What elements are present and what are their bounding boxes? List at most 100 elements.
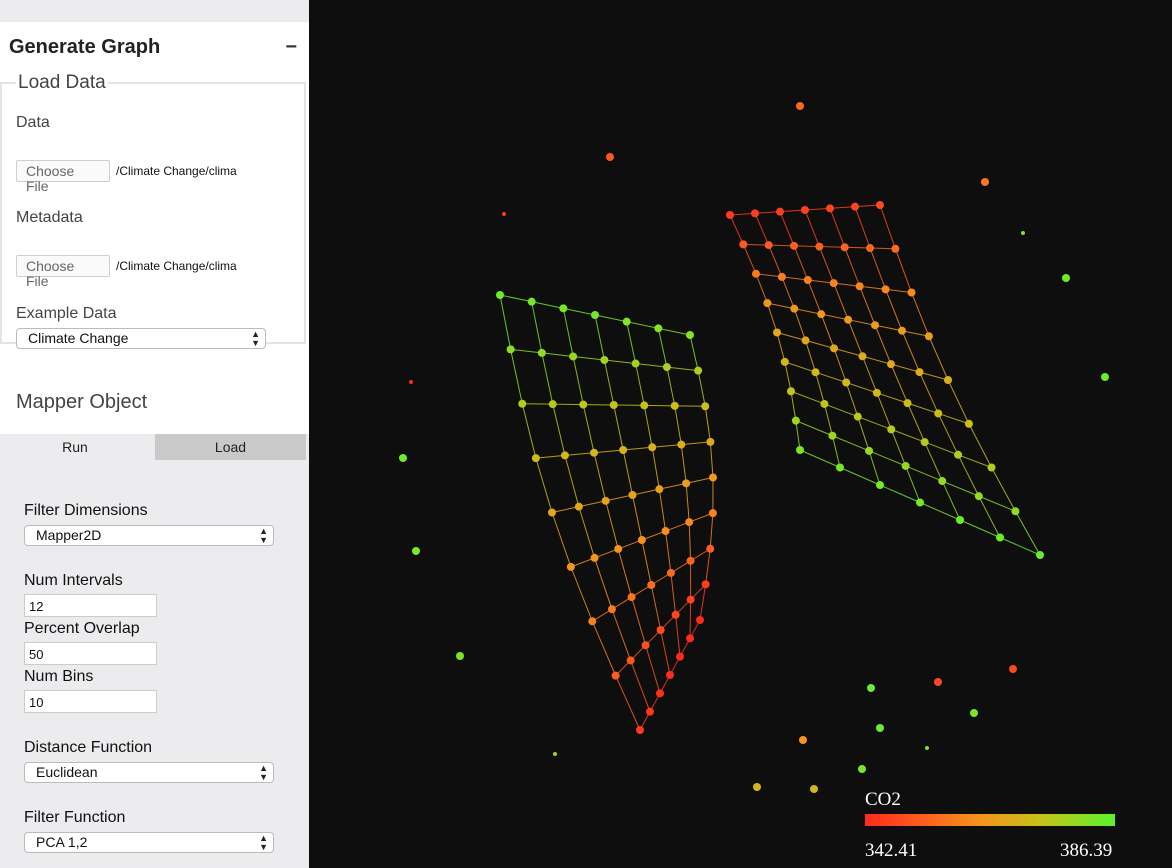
isolated-node[interactable] [553,752,557,756]
graph-node[interactable] [881,285,890,294]
graph-node[interactable] [954,450,963,459]
graph-node[interactable] [920,438,929,447]
graph-node[interactable] [559,304,568,313]
graph-node[interactable] [739,240,748,249]
graph-node[interactable] [637,536,646,544]
graph-node[interactable] [726,211,734,219]
graph-node[interactable] [666,568,675,577]
graph-node[interactable] [817,310,826,319]
graph-node[interactable] [518,399,527,408]
graph-node[interactable] [566,562,575,571]
isolated-node[interactable] [606,153,614,161]
tab-load[interactable]: Load [155,434,306,460]
graph-node[interactable] [656,626,665,634]
graph-node[interactable] [686,634,694,643]
graph-node[interactable] [709,473,717,482]
graph-node[interactable] [591,311,599,319]
graph-node[interactable] [987,463,996,472]
isolated-node[interactable] [456,652,464,660]
graph-node[interactable] [569,352,578,361]
graph-node[interactable] [682,479,691,488]
isolated-node[interactable] [810,785,818,793]
graph-node[interactable] [560,451,569,460]
graph-node[interactable] [956,516,964,524]
graph-node[interactable] [588,617,597,626]
tab-run[interactable]: Run [0,434,150,460]
graph-node[interactable] [647,581,656,589]
isolated-node[interactable] [1101,373,1109,381]
graph-node[interactable] [670,401,679,410]
graph-node[interactable] [537,348,546,357]
graph-node[interactable] [901,461,910,470]
graph-node[interactable] [764,241,773,250]
graph-node[interactable] [622,317,631,326]
isolated-node[interactable] [409,380,413,384]
example-data-select[interactable]: Climate Change ▲ ▼ [16,328,266,349]
graph-node[interactable] [671,610,680,619]
graph-node[interactable] [811,368,820,377]
graph-node[interactable] [938,477,947,486]
graph-node[interactable] [815,242,824,251]
graph-node[interactable] [527,297,536,306]
isolated-node[interactable] [867,684,875,692]
graph-node[interactable] [694,366,703,375]
graph-node[interactable] [891,244,900,253]
graph-node[interactable] [840,243,849,252]
graph-node[interactable] [924,332,933,341]
graph-node[interactable] [619,446,628,454]
graph-node[interactable] [676,652,684,661]
graph-node[interactable] [876,201,884,209]
graph-node[interactable] [829,279,838,288]
isolated-node[interactable] [1021,231,1025,235]
graph-node[interactable] [842,378,851,387]
mapper-graph[interactable] [309,0,1172,868]
graph-node[interactable] [773,328,781,337]
graph-node[interactable] [836,463,844,472]
filter-dimensions-select[interactable]: Mapper2D ▲ ▼ [24,525,274,546]
graph-node[interactable] [636,726,644,734]
graph-node[interactable] [611,671,620,680]
graph-node[interactable] [579,400,588,409]
graph-node[interactable] [872,388,881,397]
isolated-node[interactable] [858,765,866,773]
graph-node[interactable] [656,689,664,698]
isolated-node[interactable] [1062,274,1070,282]
graph-node[interactable] [1036,551,1044,559]
collapse-button[interactable]: − [285,35,297,58]
graph-node[interactable] [790,304,799,313]
graph-node[interactable] [751,209,759,218]
graph-node[interactable] [574,502,583,511]
graph-node[interactable] [614,544,623,553]
graph-node[interactable] [708,509,717,518]
graph-node[interactable] [706,544,715,553]
num-bins-input[interactable]: 10 [24,690,157,713]
graph-node[interactable] [907,288,916,297]
isolated-node[interactable] [925,746,929,750]
graph-node[interactable] [666,671,674,679]
graph-node[interactable] [655,485,664,494]
graph-node[interactable] [627,593,636,602]
graph-node[interactable] [685,518,694,527]
graph-node[interactable] [828,431,837,440]
graph-node[interactable] [851,202,859,211]
graph-node[interactable] [646,707,654,716]
graph-node[interactable] [944,376,952,384]
isolated-node[interactable] [981,178,989,186]
graph-node[interactable] [496,291,504,299]
graph-node[interactable] [590,448,599,457]
graph-node[interactable] [662,363,671,372]
graph-node[interactable] [844,315,853,324]
graph-node[interactable] [820,399,829,408]
graph-node[interactable] [916,498,924,507]
graph-node[interactable] [548,508,556,517]
graph-node[interactable] [706,437,715,446]
distance-function-select[interactable]: Euclidean ▲ ▼ [24,762,274,783]
graph-node[interactable] [631,359,640,368]
graph-node[interactable] [996,533,1004,542]
graph-node[interactable] [640,401,649,410]
graph-node[interactable] [786,387,795,396]
graph-node[interactable] [648,443,657,452]
graph-node[interactable] [607,605,616,614]
graph-node[interactable] [701,402,710,411]
graph-node[interactable] [600,356,609,364]
